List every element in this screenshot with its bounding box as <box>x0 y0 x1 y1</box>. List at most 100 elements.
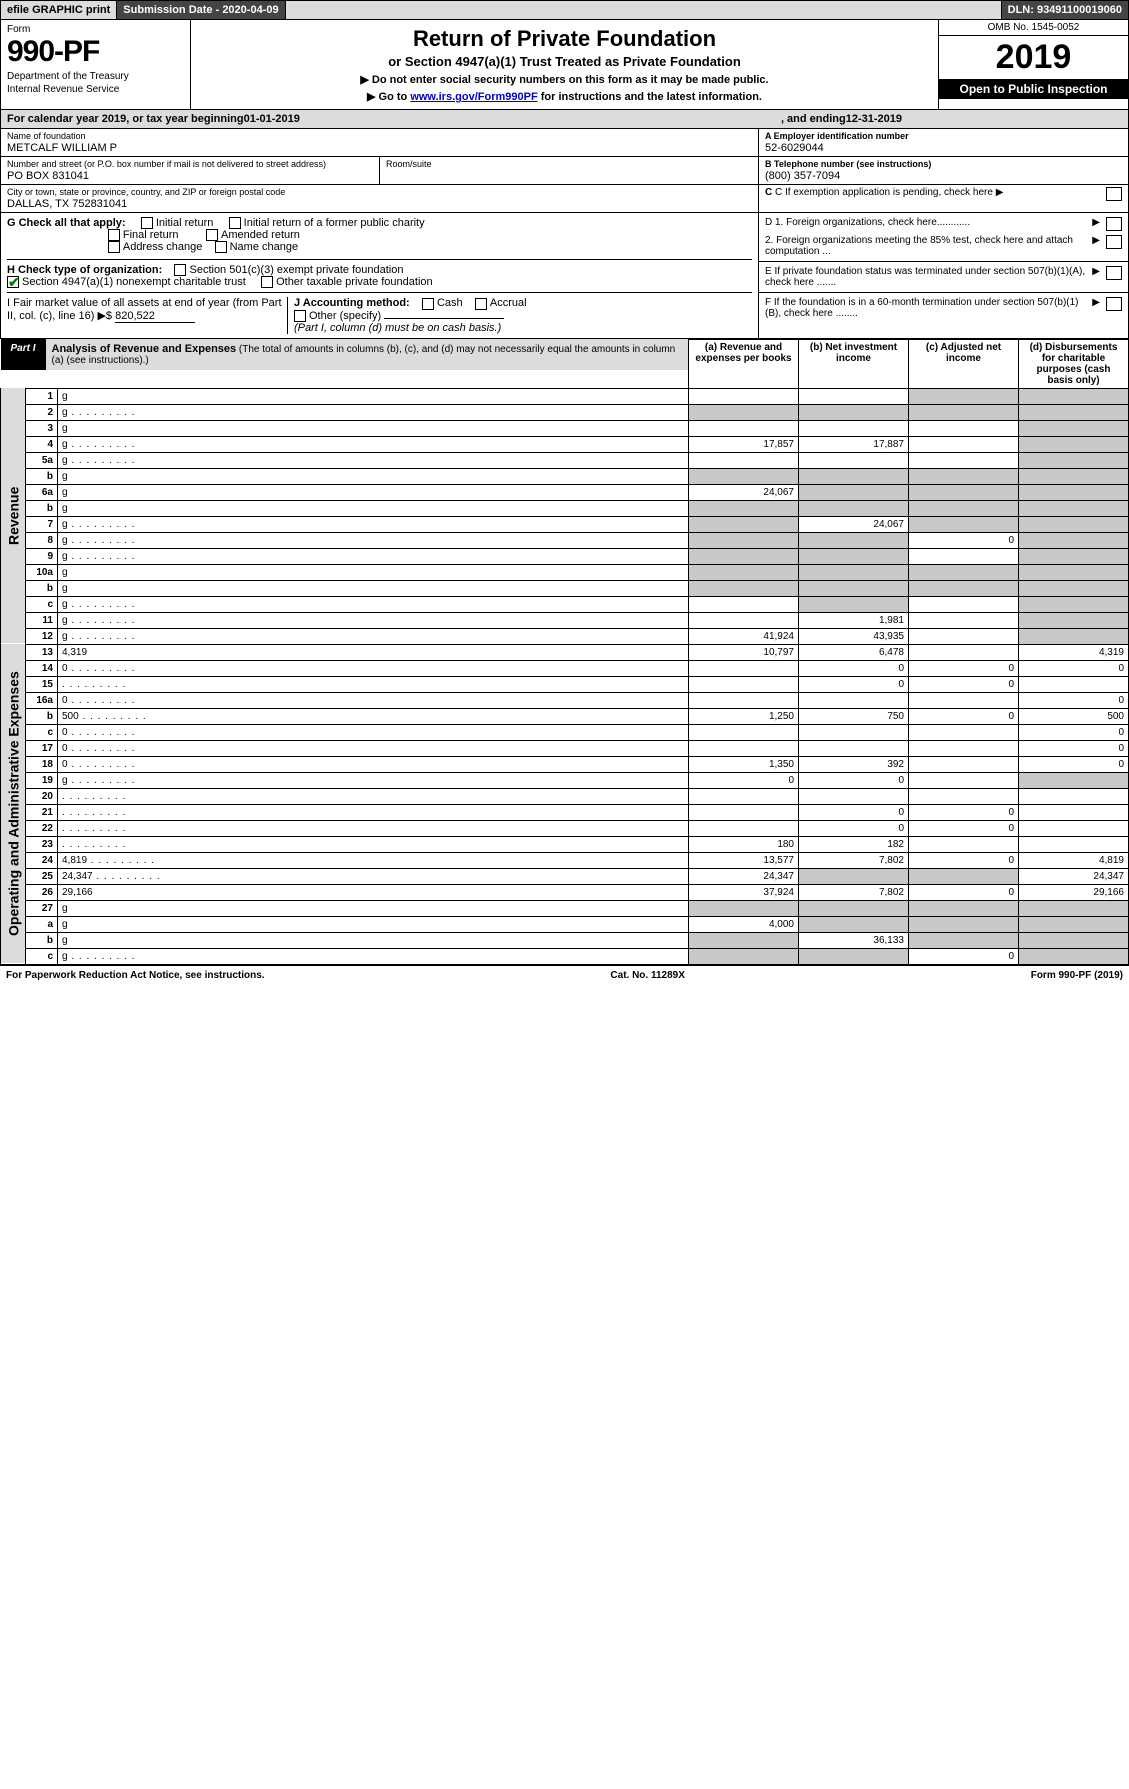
f-checkbox[interactable] <box>1106 297 1122 311</box>
row-number: 16a <box>26 692 58 708</box>
row-number: 11 <box>26 612 58 628</box>
cell-d: 29,166 <box>1019 884 1129 900</box>
d1-text: D 1. Foreign organizations, check here..… <box>765 217 1092 228</box>
d2-checkbox[interactable] <box>1106 235 1122 249</box>
goto-post: for instructions and the latest informat… <box>538 91 762 103</box>
cell-d <box>1019 548 1129 564</box>
cell-a <box>689 452 799 468</box>
part1-table: Part I Analysis of Revenue and Expenses … <box>0 339 1129 965</box>
cell-c <box>909 436 1019 452</box>
cell-d <box>1019 500 1129 516</box>
row-number: 7 <box>26 516 58 532</box>
cell-b <box>799 596 909 612</box>
row-number: b <box>26 500 58 516</box>
cell-d <box>1019 820 1129 836</box>
cell-b <box>799 452 909 468</box>
row-description: g <box>58 404 689 420</box>
row-number: 26 <box>26 884 58 900</box>
accrual-checkbox[interactable] <box>475 298 487 310</box>
row-number: 14 <box>26 660 58 676</box>
cell-c <box>909 932 1019 948</box>
cell-d <box>1019 564 1129 580</box>
h-item-3: Other taxable private foundation <box>276 276 433 288</box>
cell-b <box>799 420 909 436</box>
name-label: Name of foundation <box>7 131 752 141</box>
open-inspection: Open to Public Inspection <box>939 79 1128 99</box>
irs-link[interactable]: www.irs.gov/Form990PF <box>410 91 537 103</box>
final-return-checkbox[interactable] <box>108 229 120 241</box>
cell-c <box>909 628 1019 644</box>
row-description <box>58 820 689 836</box>
cell-d: 4,819 <box>1019 852 1129 868</box>
cell-c <box>909 468 1019 484</box>
cell-c <box>909 484 1019 500</box>
row-description: g <box>58 596 689 612</box>
cell-a: 4,000 <box>689 916 799 932</box>
other-method-checkbox[interactable] <box>294 310 306 322</box>
cell-b: 24,067 <box>799 516 909 532</box>
cell-b: 6,478 <box>799 644 909 660</box>
cell-d <box>1019 916 1129 932</box>
checks-section: G Check all that apply: Initial return I… <box>0 213 1129 339</box>
e-checkbox[interactable] <box>1106 266 1122 280</box>
row-number: 8 <box>26 532 58 548</box>
cell-a <box>689 596 799 612</box>
cell-a: 180 <box>689 836 799 852</box>
cell-d <box>1019 772 1129 788</box>
efile-label[interactable]: efile GRAPHIC print <box>1 1 117 19</box>
d1-checkbox[interactable] <box>1106 217 1122 231</box>
j-cash: Cash <box>437 297 463 309</box>
initial-return-checkbox[interactable] <box>141 217 153 229</box>
cell-d <box>1019 580 1129 596</box>
cell-b: 43,935 <box>799 628 909 644</box>
row-description <box>58 676 689 692</box>
cell-c <box>909 500 1019 516</box>
dept-irs: Internal Revenue Service <box>7 84 184 95</box>
col-a-header: (a) Revenue and expenses per books <box>689 339 799 388</box>
cell-b: 7,802 <box>799 884 909 900</box>
cell-d <box>1019 404 1129 420</box>
501c3-checkbox[interactable] <box>174 264 186 276</box>
cell-d: 0 <box>1019 724 1129 740</box>
cell-d <box>1019 628 1129 644</box>
cell-c: 0 <box>909 532 1019 548</box>
cell-a <box>689 420 799 436</box>
cell-d <box>1019 676 1129 692</box>
cell-c <box>909 724 1019 740</box>
j-note: (Part I, column (d) must be on cash basi… <box>294 322 501 334</box>
row-description: g <box>58 548 689 564</box>
row-description: g <box>58 436 689 452</box>
f-text: F If the foundation is in a 60-month ter… <box>765 297 1092 319</box>
cell-a <box>689 932 799 948</box>
amended-checkbox[interactable] <box>206 229 218 241</box>
cell-c <box>909 788 1019 804</box>
cell-a <box>689 532 799 548</box>
row-number: 17 <box>26 740 58 756</box>
g-item-2: Final return <box>123 229 179 241</box>
row-number: 13 <box>26 644 58 660</box>
cell-d <box>1019 468 1129 484</box>
cell-a <box>689 948 799 964</box>
city-val: DALLAS, TX 752831041 <box>7 198 752 210</box>
name-change-checkbox[interactable] <box>215 241 227 253</box>
cell-a <box>689 404 799 420</box>
cell-d <box>1019 788 1129 804</box>
exemption-checkbox[interactable] <box>1106 187 1122 201</box>
row-number: 25 <box>26 868 58 884</box>
4947-checkbox[interactable] <box>7 276 19 288</box>
foundation-name: METCALF WILLIAM P <box>7 142 752 154</box>
cell-a <box>689 500 799 516</box>
footer-right: Form 990-PF (2019) <box>1031 970 1123 981</box>
other-taxable-checkbox[interactable] <box>261 276 273 288</box>
cell-a <box>689 676 799 692</box>
cell-b <box>799 692 909 708</box>
row-number: 9 <box>26 548 58 564</box>
footer-left: For Paperwork Reduction Act Notice, see … <box>6 970 265 981</box>
cell-a: 13,577 <box>689 852 799 868</box>
cash-checkbox[interactable] <box>422 298 434 310</box>
cell-b: 36,133 <box>799 932 909 948</box>
cell-b: 0 <box>799 804 909 820</box>
form-label: Form <box>7 24 184 35</box>
initial-former-checkbox[interactable] <box>229 217 241 229</box>
address-change-checkbox[interactable] <box>108 241 120 253</box>
